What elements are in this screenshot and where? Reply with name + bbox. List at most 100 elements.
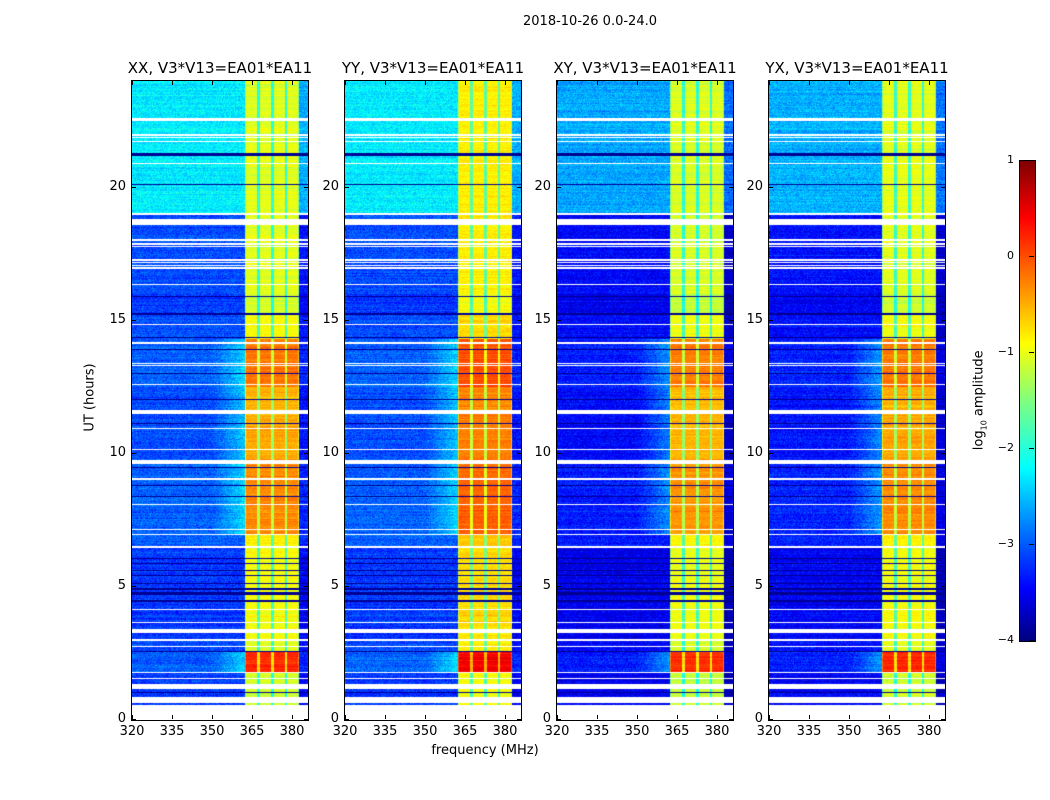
x-tick [557,715,558,719]
x-tick [809,81,810,85]
colorbar-tick-label: −1 [997,345,1014,358]
y-tick [517,186,521,188]
x-tick [769,81,770,85]
colorbar-tick [1029,160,1034,161]
y-tick-label: 15 [109,311,126,327]
x-tick-label: 350 [199,724,225,739]
x-tick [132,715,133,719]
x-tick-label: 335 [372,724,398,739]
y-tick [941,319,945,321]
y-tick [132,319,136,321]
heatmap-image [557,81,733,720]
colorbar-tick [1029,352,1034,353]
x-tick [717,81,718,85]
x-tick [677,81,678,85]
colorbar-tick-label: −2 [997,441,1014,454]
x-tick-label: 380 [492,724,518,739]
x-tick [929,715,930,719]
y-tick [345,585,349,587]
x-tick [292,715,293,719]
x-tick-label: 335 [159,724,185,739]
y-tick [345,452,349,454]
spectrogram-panel-4: YX, V3*V13=EA01*EA11 [765,59,949,721]
y-tick [304,186,308,188]
heatmap-image [132,81,308,720]
y-tick [769,186,773,188]
x-tick [465,715,466,719]
x-tick [385,81,386,85]
x-tick [769,715,770,719]
y-tick [132,585,136,587]
colorbar-tick-label: −3 [997,537,1014,550]
y-tick [304,452,308,454]
x-tick [252,81,253,85]
colorbar-tick [1029,640,1034,641]
y-tick-label: 5 [117,577,126,593]
x-tick-label: 320 [756,724,782,739]
y-tick [729,719,733,720]
colorbar-tick-label: −4 [997,633,1014,646]
spectrogram-panel-3: XY, V3*V13=EA01*EA11 [553,59,737,721]
x-tick-label: 350 [836,724,862,739]
y-tick [769,719,773,720]
y-tick-label: 0 [330,711,339,726]
x-tick [425,715,426,719]
x-tick [505,715,506,719]
x-tick [929,81,930,85]
x-tick [345,81,346,85]
x-tick [212,81,213,85]
colorbar-label: log10 amplitude [971,350,989,451]
x-tick [557,81,558,85]
y-tick-label: 10 [109,444,126,460]
y-tick [557,585,561,587]
y-tick [304,719,308,720]
x-tick [425,81,426,85]
x-tick [637,715,638,719]
x-tick [172,715,173,719]
x-tick-label: 320 [332,724,358,739]
y-tick [729,585,733,587]
x-tick [637,81,638,85]
y-tick [941,186,945,188]
x-tick [292,81,293,85]
y-axis-label: UT (hours) [82,363,98,432]
panel-title: YY, V3*V13=EA01*EA11 [341,59,525,77]
colorbar-tick-label: 0 [1007,249,1014,262]
x-tick [597,715,598,719]
panel-title: YX, V3*V13=EA01*EA11 [765,59,949,77]
x-tick-label: 365 [239,724,265,739]
x-tick-label: 350 [624,724,650,739]
y-tick [557,319,561,321]
x-tick [809,715,810,719]
y-tick [517,452,521,454]
y-tick-label: 20 [534,178,551,194]
y-tick-label: 0 [117,711,126,726]
y-tick [517,585,521,587]
y-tick-label: 5 [330,577,339,593]
x-axis-label: frequency (MHz) [431,743,539,758]
x-tick [345,715,346,719]
y-tick [304,319,308,321]
x-tick-label: 335 [584,724,610,739]
y-tick-label: 15 [746,311,763,327]
x-tick [172,81,173,85]
y-tick [132,186,136,188]
y-tick [729,186,733,188]
x-tick-label: 365 [452,724,478,739]
x-tick [889,81,890,85]
y-tick [517,719,521,720]
spectrogram-panel-2: YY, V3*V13=EA01*EA11 [342,59,524,721]
y-tick-label: 20 [109,178,126,194]
x-tick-label: 350 [412,724,438,739]
y-tick-label: 10 [534,444,551,460]
y-tick [941,452,945,454]
x-tick [597,81,598,85]
y-tick [769,585,773,587]
x-tick [132,81,133,85]
heatmap-image [345,81,521,720]
x-tick [385,715,386,719]
x-tick-label: 380 [279,724,305,739]
y-tick [769,319,773,321]
x-tick [505,81,506,85]
x-tick [717,715,718,719]
